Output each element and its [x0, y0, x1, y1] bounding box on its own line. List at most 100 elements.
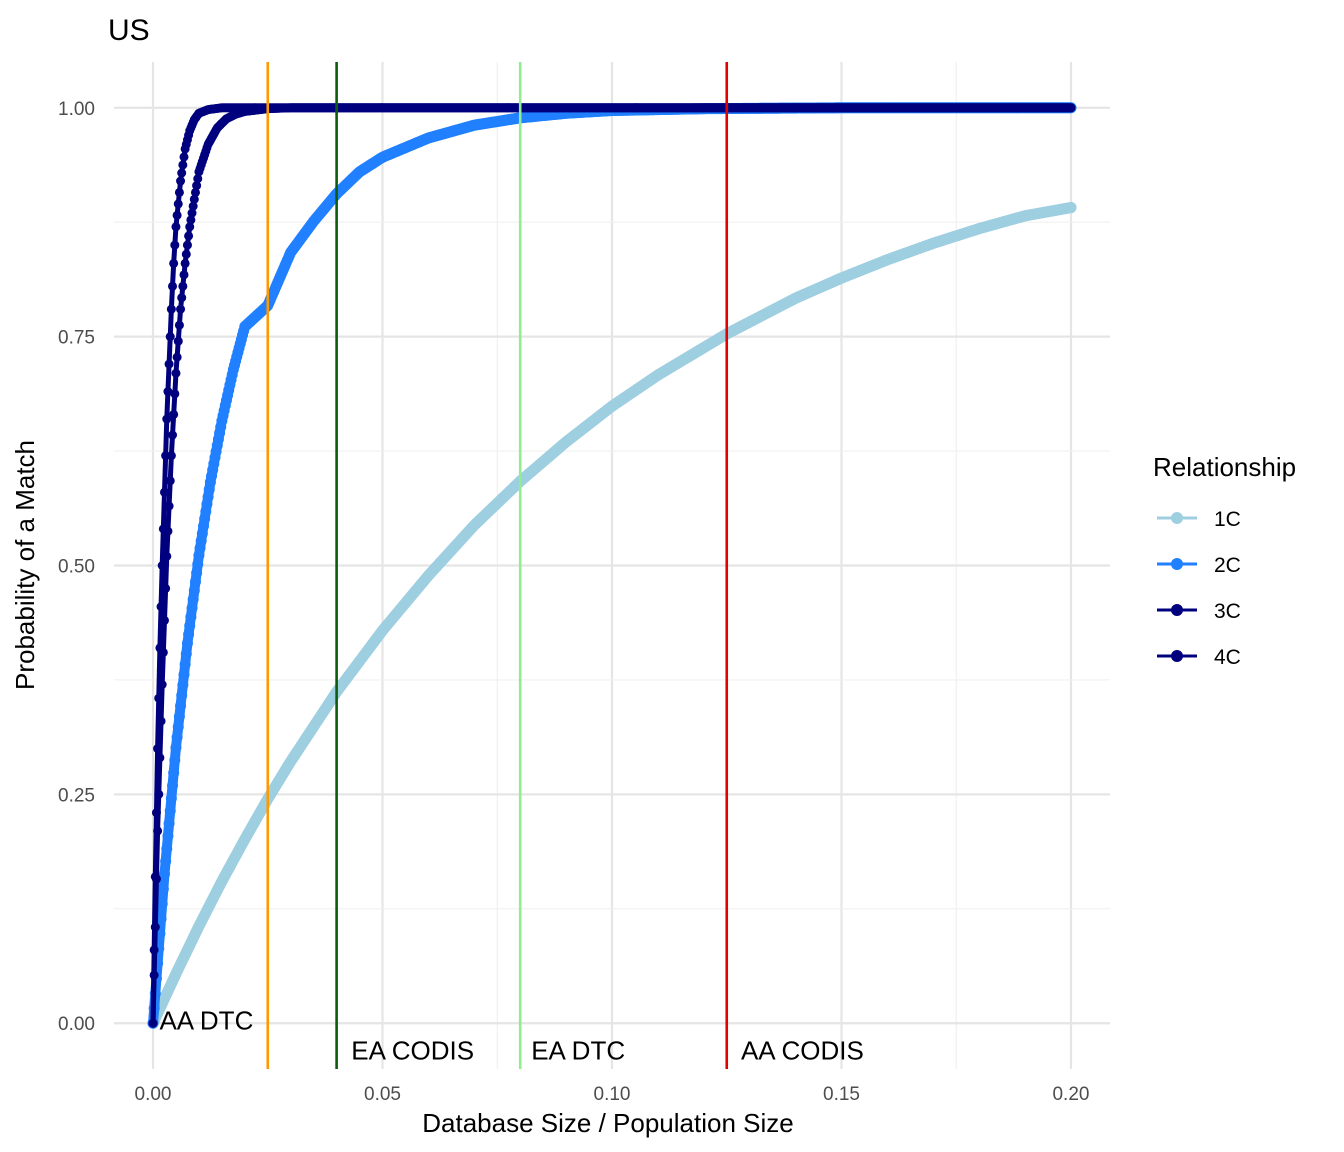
data-point-2C	[178, 669, 190, 681]
data-point-4C	[179, 152, 189, 162]
data-point-3C	[173, 336, 183, 346]
y-tick-label: 0.50	[58, 557, 95, 578]
legend-title: Relationship	[1153, 452, 1296, 482]
legend-item-1C: 1C	[1157, 508, 1241, 531]
data-point-3C	[190, 187, 200, 197]
data-point-3C	[180, 258, 190, 268]
data-point-2C	[162, 830, 174, 842]
data-point-2C	[161, 843, 173, 855]
data-point-2C	[186, 602, 198, 614]
data-point-4C	[150, 872, 160, 882]
data-point-2C	[181, 637, 193, 649]
data-point-3C	[174, 320, 184, 330]
data-point-2C	[192, 558, 204, 570]
data-point-4C	[177, 168, 187, 178]
data-point-3C	[184, 231, 194, 241]
data-point-2C	[183, 629, 195, 641]
data-point-4C	[170, 240, 180, 250]
data-point-4C	[154, 693, 164, 703]
data-point-3C	[188, 201, 198, 211]
data-point-4C	[164, 359, 174, 369]
data-point-2C	[179, 658, 191, 670]
data-point-2C	[187, 593, 199, 605]
data-point-2C	[168, 767, 180, 779]
data-point-2C	[188, 585, 200, 597]
data-point-4C	[168, 281, 178, 291]
data-point-4C	[1066, 103, 1076, 113]
y-axis-label: Probability of a Match	[10, 440, 40, 690]
data-point-4C	[157, 561, 167, 570]
series-1C	[147, 202, 1077, 1029]
data-point-3C	[187, 208, 197, 218]
data-point-4C	[162, 414, 172, 424]
x-tick-label: 0.00	[135, 1084, 172, 1105]
vline-label: AA CODIS	[741, 1036, 864, 1066]
data-point-2C	[180, 648, 192, 660]
data-point-4C	[174, 187, 184, 197]
data-point-4C	[176, 176, 186, 186]
data-point-4C	[159, 487, 169, 497]
data-point-2C	[175, 700, 187, 712]
data-point-4C	[158, 524, 168, 534]
x-axis-label: Database Size / Population Size	[422, 1108, 793, 1138]
data-point-2C	[177, 679, 189, 691]
data-point-2C	[155, 913, 167, 925]
data-point-4C	[151, 808, 161, 818]
data-point-2C	[170, 742, 182, 754]
data-point-4C	[169, 258, 179, 268]
data-point-4C	[166, 304, 176, 314]
legend-key-point	[1171, 558, 1183, 570]
data-point-2C	[157, 883, 169, 895]
data-point-2C	[172, 721, 184, 733]
data-point-4C	[161, 451, 171, 461]
x-tick-label: 0.05	[364, 1084, 401, 1105]
data-point-3C	[186, 215, 196, 225]
tick-labels: 0.00 0.05 0.10 0.15 0.20 0.00 0.25 0.50 0.75 1.00	[58, 99, 1089, 1105]
y-tick-label: 0.75	[58, 328, 95, 349]
x-tick-label: 0.20	[1052, 1084, 1089, 1105]
data-point-2C	[169, 754, 181, 766]
legend-key-point	[1171, 512, 1183, 524]
legend-key-point	[1171, 650, 1183, 662]
data-point-4C	[155, 643, 165, 653]
data-point-3C	[179, 270, 189, 280]
data-point-2C	[164, 805, 176, 817]
data-point-4C	[163, 387, 173, 397]
data-point-2C	[160, 855, 172, 867]
data-point-2C	[173, 710, 185, 722]
data-point-3C	[178, 281, 188, 291]
y-tick-label: 1.00	[58, 99, 95, 120]
data-point-3C	[185, 222, 195, 232]
legend-label: 1C	[1214, 508, 1241, 531]
legend-item-4C: 4C	[1157, 646, 1241, 669]
grid	[114, 62, 1110, 1069]
data-point-3C	[176, 304, 186, 314]
data-point-4C	[171, 222, 181, 232]
vertical-lines: AA DTC EA CODIS EA DTC AA CODIS	[159, 62, 864, 1069]
data-point-2C	[165, 792, 177, 804]
data-point-4C	[153, 744, 163, 754]
data-point-2C	[176, 689, 188, 701]
legend-label: 3C	[1214, 600, 1241, 623]
data-point-3C	[189, 194, 199, 204]
data-point-3C	[193, 174, 203, 184]
data-point-4C	[172, 210, 182, 220]
data-point-2C	[184, 620, 196, 632]
data-point-3C	[165, 476, 175, 486]
legend: Relationship 1C 2C 3C 4C	[1153, 452, 1296, 669]
y-tick-label: 0.00	[58, 1014, 95, 1035]
chart-title: US	[108, 14, 150, 47]
data-point-3C	[192, 181, 202, 191]
data-point-2C	[158, 868, 170, 880]
data-point-2C	[189, 576, 201, 588]
vline-label: EA CODIS	[351, 1036, 474, 1066]
data-point-3C	[164, 501, 174, 511]
legend-item-2C: 2C	[1157, 554, 1241, 577]
data-point-4C	[148, 1018, 158, 1028]
data-point-3C	[181, 249, 191, 259]
data-point-4C	[178, 160, 188, 170]
data-point-2C	[156, 898, 168, 910]
data-point-3C	[170, 389, 180, 399]
data-point-3C	[169, 409, 179, 419]
